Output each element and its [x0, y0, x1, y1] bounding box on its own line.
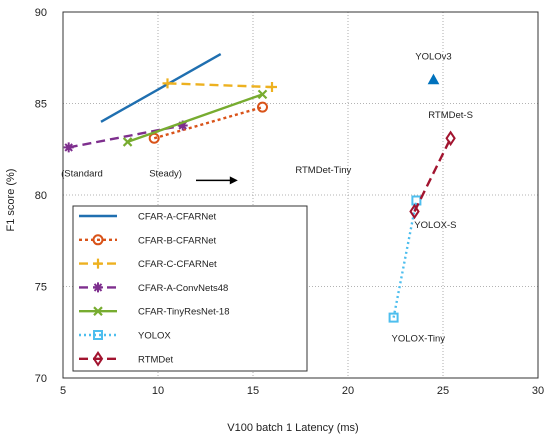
grid — [63, 12, 538, 378]
legend-entry: CFAR-A-ConvNets48 — [79, 282, 228, 294]
legend-label: CFAR-A-CFARNet — [138, 212, 216, 223]
legend-label: CFAR-TinyResNet-18 — [138, 307, 230, 318]
plot-frame — [62, 11, 539, 379]
legend-label: RTMDet — [138, 354, 174, 365]
series-line — [127, 93, 263, 144]
legend-marker — [93, 258, 103, 269]
data-point — [257, 101, 268, 113]
annotation-label: RTMDet-S — [428, 110, 473, 121]
x-axis-label: V100 batch 1 Latency (ms) — [227, 422, 358, 434]
y-axis-label: F1 score (%) — [5, 169, 17, 232]
y-tick-label: 90 — [35, 7, 47, 19]
data-point — [388, 312, 399, 323]
series-line — [68, 124, 183, 149]
data-point — [445, 130, 456, 147]
annotation-label: YOLOX-Tiny — [392, 333, 446, 344]
x-tick-label: 5 — [60, 385, 66, 397]
legend-marker — [93, 330, 103, 340]
legend-entry: CFAR-C-CFARNet — [79, 258, 217, 270]
annotation-label: (Standard — [61, 169, 103, 180]
legend-marker — [92, 350, 104, 367]
x-tick-label: 10 — [152, 385, 164, 397]
data-point — [257, 89, 268, 100]
series-cfar-tinyresnet-18 — [122, 89, 268, 147]
annotation-label: YOLOX-S — [414, 220, 456, 231]
annotations: YOLOv3 RTMDet-S RTMDet-Tiny YOLOX-S YOLOX-Ti… — [61, 52, 473, 345]
data-point — [267, 82, 277, 93]
y-tick-label: 85 — [35, 99, 47, 111]
x-tick-label: 25 — [437, 385, 449, 397]
legend-entry: CFAR-TinyResNet-18 — [79, 306, 230, 318]
legend-entry: CFAR-B-CFARNet — [79, 234, 216, 246]
x-tick-label: 30 — [532, 385, 544, 397]
series-cfar-a-convnets48 — [63, 120, 188, 153]
series-line — [153, 106, 263, 140]
data-point — [427, 73, 440, 85]
y-tick-label: 75 — [35, 282, 47, 294]
x-tick-label: 20 — [342, 385, 354, 397]
legend-marker — [92, 234, 104, 246]
series-cfar-c-cfarnet — [162, 78, 277, 93]
data-point — [409, 203, 420, 220]
legend-label: CFAR-A-ConvNets48 — [138, 283, 228, 294]
legend-entry: CFAR-A-CFARNet — [79, 212, 216, 223]
series-line — [167, 82, 273, 89]
x-tick-label: 15 — [247, 385, 259, 397]
steady-arrow-head — [229, 176, 238, 185]
legend-label: YOLOX — [138, 331, 171, 342]
y-tick-label: 80 — [35, 190, 47, 202]
series-cfar-a-cfarnet — [100, 53, 222, 123]
legend: CFAR-A-CFARNet CFAR-B-CFARNet CFAR-C-CFARN… — [72, 205, 308, 372]
data-point — [122, 137, 133, 147]
series-line — [100, 53, 222, 123]
legend-label: CFAR-B-CFARNet — [138, 235, 216, 246]
series-marker-7 — [427, 73, 440, 85]
data-point — [177, 120, 188, 131]
data-point — [162, 78, 173, 89]
series-layer — [63, 53, 456, 323]
data-point — [63, 142, 74, 153]
legend-label: CFAR-C-CFARNet — [138, 259, 217, 270]
plot-border — [62, 11, 539, 379]
legend-entry: YOLOX — [79, 330, 171, 342]
series-yolox — [388, 195, 422, 323]
annotation-label: YOLOv3 — [415, 52, 451, 63]
legend-marker — [93, 282, 103, 293]
tick-labels: 5 10 15 20 25 30 70 75 80 85 90 — [35, 7, 544, 397]
y-tick-label: 70 — [35, 373, 47, 385]
series-rtmdet — [409, 130, 456, 220]
annotation-label: RTMDet-Tiny — [295, 165, 351, 176]
series-line — [392, 200, 418, 318]
series-cfar-b-cfarnet — [148, 101, 268, 144]
data-point — [411, 195, 422, 206]
annotation-label: Steady) — [149, 169, 182, 180]
legend-marker — [93, 306, 103, 316]
legend-entry: RTMDet — [79, 350, 174, 367]
